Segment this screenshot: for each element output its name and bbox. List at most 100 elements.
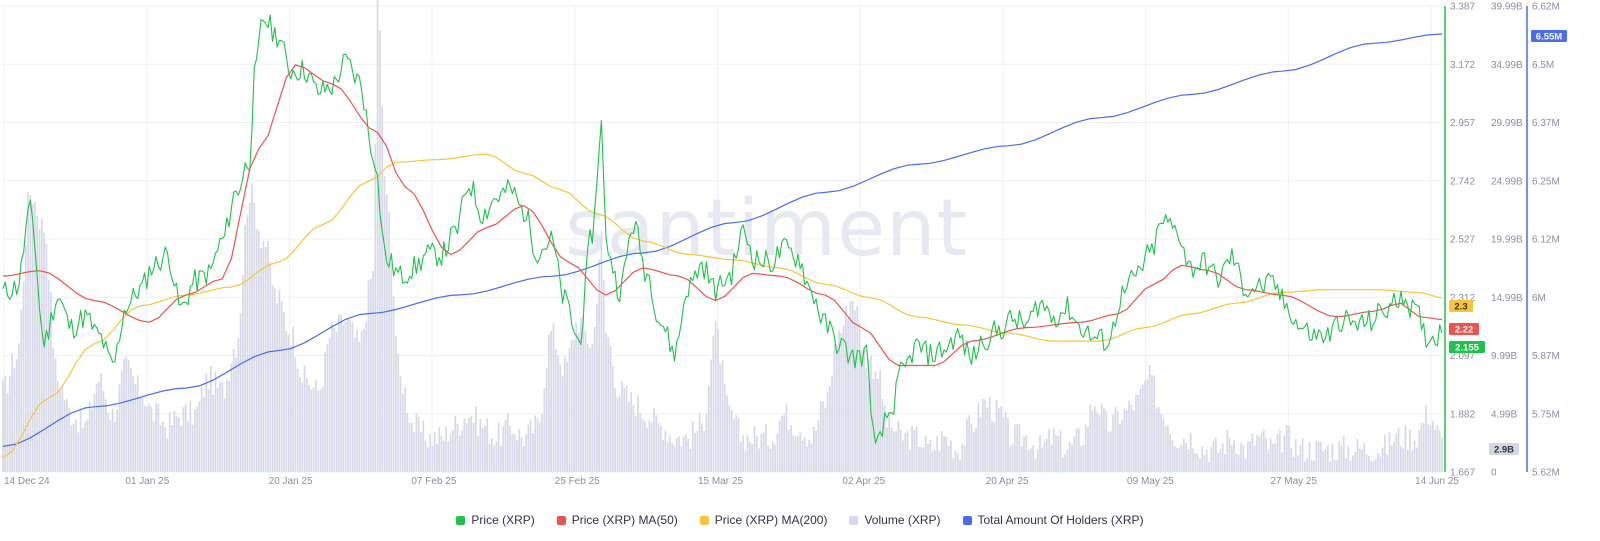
volume-bar <box>1121 419 1124 472</box>
x-tick-label: 01 Jan 25 <box>125 476 169 487</box>
volume-bar <box>267 241 269 472</box>
volume-bar <box>276 303 278 472</box>
volume-bar <box>424 440 427 472</box>
volume-bar <box>612 365 614 472</box>
volume-bar <box>164 427 167 472</box>
volume-bar <box>1361 449 1363 472</box>
volume-bar <box>1283 435 1286 472</box>
volume-bar <box>1345 458 1347 472</box>
volume-bar <box>972 432 975 472</box>
volume-bar <box>1310 460 1313 472</box>
x-tick-label: 07 Feb 25 <box>411 476 456 487</box>
volume-bar <box>947 445 950 472</box>
legend-item-price[interactable]: Price (XRP) <box>456 513 535 527</box>
volume-bar <box>1137 394 1140 472</box>
legend-item-volume[interactable]: Volume (XRP) <box>849 513 941 527</box>
volume-bar <box>545 367 548 472</box>
volume-bar <box>1032 444 1034 472</box>
volume-bar <box>214 371 217 472</box>
volume-bar <box>614 388 617 472</box>
volume-bar <box>454 415 457 472</box>
volume-bar <box>817 420 820 472</box>
legend-item-holders[interactable]: Total Amount Of Holders (XRP) <box>962 513 1144 527</box>
volume-bar <box>982 398 984 472</box>
volume-bar <box>34 201 36 472</box>
volume-bar <box>1052 427 1055 472</box>
volume-bar <box>47 279 50 472</box>
volume-bar <box>411 422 413 472</box>
volume-bar <box>842 325 845 472</box>
volume-bar <box>548 334 550 472</box>
volume-bar <box>1125 410 1128 472</box>
volume-bar <box>486 418 489 472</box>
volume-bar <box>1294 439 1297 472</box>
volume-bar <box>847 318 849 472</box>
volume-bar <box>950 440 952 472</box>
volume-value-badge-bg <box>1489 443 1519 455</box>
volume-bar <box>1171 439 1174 472</box>
volume-bar <box>712 335 715 472</box>
volume-bar <box>596 303 598 472</box>
volume-bar <box>141 397 144 472</box>
volume-bar <box>886 427 888 472</box>
volume-bar <box>639 413 642 472</box>
volume-bar <box>452 429 454 472</box>
volume-bar <box>758 448 760 472</box>
volume-bar <box>376 0 379 472</box>
volume-bar <box>1333 459 1336 472</box>
volume-bar <box>589 348 591 472</box>
volume-bar <box>1114 407 1117 472</box>
volume-bar <box>1107 431 1110 472</box>
volume-bar <box>1066 449 1069 472</box>
legend-item-ma50[interactable]: Price (XRP) MA(50) <box>556 513 678 527</box>
volume-bar <box>952 458 955 472</box>
volume-bar <box>737 417 740 472</box>
volume-bar <box>564 356 566 472</box>
volume-bar <box>331 322 333 472</box>
volume-bar <box>442 440 445 472</box>
volume-bar <box>481 428 484 472</box>
volume-bar <box>1262 430 1265 472</box>
volume-bar <box>1201 446 1204 472</box>
holders-tick-label: 6.12M <box>1532 235 1560 246</box>
volume-bar <box>806 446 808 472</box>
price-tick-label: 2.097 <box>1450 351 1475 362</box>
volume-bar <box>554 348 557 472</box>
legend-item-ma200[interactable]: Price (XRP) MA(200) <box>699 513 827 527</box>
volume-bar <box>518 428 521 472</box>
volume-bar <box>1322 450 1325 472</box>
volume-bar <box>219 381 221 472</box>
volume-bar <box>728 405 731 472</box>
x-tick-label: 20 Jan 25 <box>269 476 313 487</box>
volume-bar <box>876 378 879 472</box>
volume-bar <box>785 403 788 472</box>
volume-bar <box>691 421 694 472</box>
volume-bar <box>1041 447 1044 472</box>
volume-bar <box>1027 449 1030 472</box>
volume-bar <box>1135 394 1137 472</box>
volume-bar <box>602 280 605 472</box>
volume-bar <box>1132 410 1135 472</box>
volume-bar <box>1043 441 1046 472</box>
volume-bar <box>465 422 468 472</box>
volume-bar <box>541 414 543 472</box>
volume-bar <box>27 192 29 472</box>
volume-bar <box>335 331 338 472</box>
volume-bar <box>54 358 57 472</box>
volume-bar <box>543 388 546 472</box>
volume-bar <box>1324 449 1327 472</box>
volume-bar <box>883 405 886 472</box>
volume-bar <box>1059 429 1062 472</box>
volume-bar <box>6 393 9 472</box>
volume-bar <box>1093 406 1096 472</box>
volume-bar <box>808 440 811 472</box>
volume-bar <box>920 447 923 472</box>
volume-bar <box>237 338 240 472</box>
volume-bar <box>15 359 18 472</box>
volume-bar <box>783 414 786 472</box>
volume-bar <box>1400 446 1402 472</box>
volume-bar <box>173 410 176 472</box>
volume-bar <box>1413 440 1416 472</box>
